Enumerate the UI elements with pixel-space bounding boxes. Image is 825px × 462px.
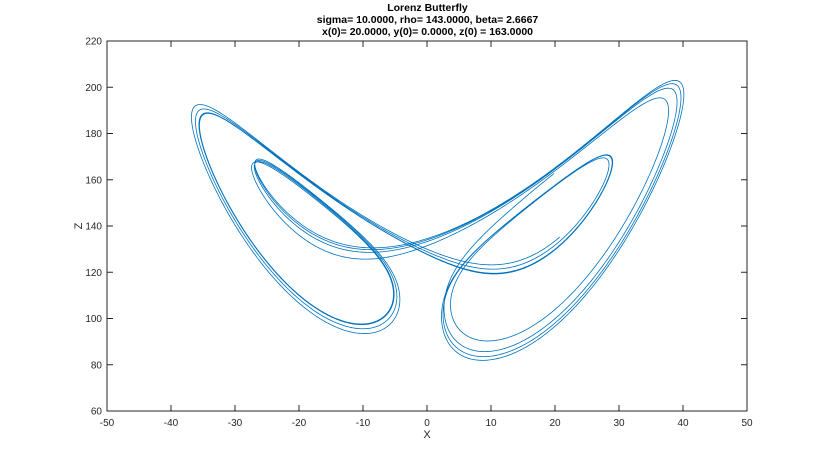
lorenz-trajectory — [191, 80, 685, 361]
x-tick-label: -10 — [356, 418, 371, 429]
x-tick-label: -30 — [228, 418, 243, 429]
axes-box — [106, 40, 748, 412]
y-axis-ticks: 60 80 100 120 140 160 180 200 220 — [85, 37, 747, 418]
y-tick-label: 120 — [85, 268, 102, 279]
y-tick-label: 160 — [85, 175, 102, 186]
x-tick-label: -20 — [292, 418, 307, 429]
x-tick-label: 30 — [613, 418, 625, 429]
x-tick-label: 20 — [549, 418, 561, 429]
y-tick-label: 80 — [91, 360, 103, 371]
x-axis-ticks: -50 -40 -30 -20 -10 0 10 20 30 40 50 — [100, 41, 753, 429]
x-tick-label: 10 — [485, 418, 497, 429]
chart-title: Lorenz Butterfly — [387, 2, 468, 14]
x-tick-label: -40 — [164, 418, 179, 429]
y-tick-label: 200 — [85, 83, 102, 94]
y-tick-label: 220 — [85, 37, 102, 48]
chart-subtitle-initial: x(0)= 20.0000, y(0)= 0.0000, z(0) = 163.… — [321, 26, 534, 38]
x-tick-label: -50 — [100, 418, 115, 429]
x-tick-label: 50 — [741, 418, 753, 429]
x-axis-label: X — [423, 429, 431, 441]
y-tick-label: 140 — [85, 222, 102, 233]
x-tick-label: 40 — [677, 418, 689, 429]
lorenz-curve — [191, 80, 685, 361]
y-tick-label: 60 — [91, 407, 103, 418]
y-axis-label: Z — [73, 222, 85, 229]
y-tick-label: 180 — [85, 129, 102, 140]
y-tick-label: 100 — [85, 314, 102, 325]
chart-subtitle-params: sigma= 10.0000, rho= 143.0000, beta= 2.6… — [316, 14, 539, 26]
x-tick-label: 0 — [424, 418, 430, 429]
